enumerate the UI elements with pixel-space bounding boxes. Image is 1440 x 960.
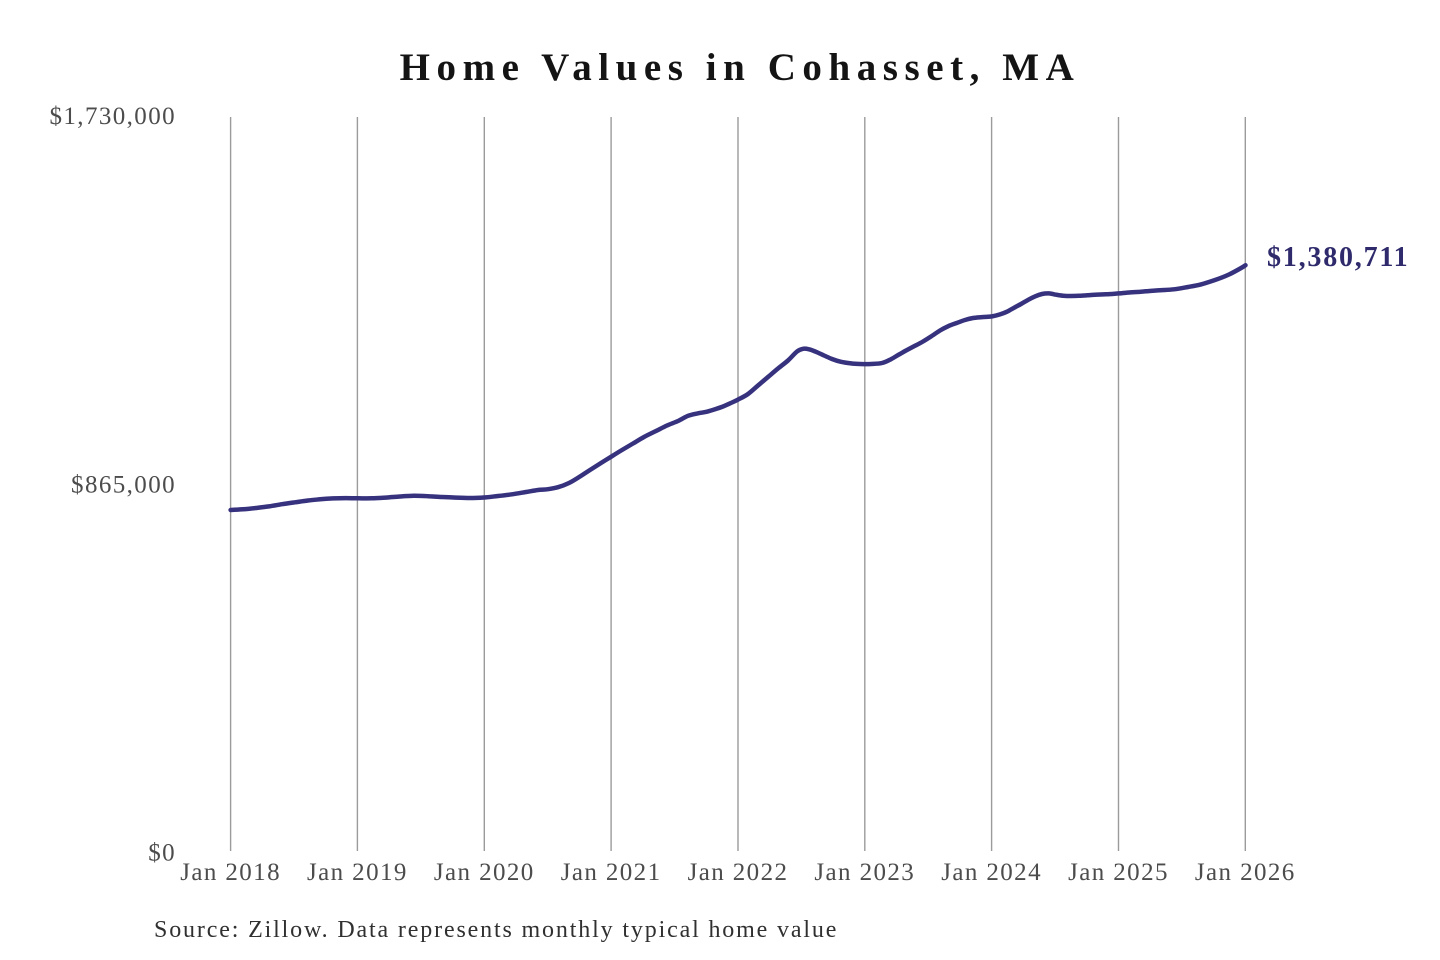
svg-text:$865,000: $865,000	[71, 472, 176, 499]
svg-text:Jan 2021: Jan 2021	[561, 859, 662, 886]
svg-text:Jan 2026: Jan 2026	[1195, 859, 1296, 886]
svg-text:Jan 2019: Jan 2019	[307, 859, 408, 886]
svg-text:Jan 2022: Jan 2022	[688, 859, 789, 886]
svg-text:Jan 2024: Jan 2024	[941, 859, 1042, 886]
svg-text:Home Values in Cohasset, MA: Home Values in Cohasset, MA	[400, 46, 1081, 89]
svg-text:$1,380,711: $1,380,711	[1267, 242, 1409, 273]
svg-text:Jan 2018: Jan 2018	[180, 859, 281, 886]
svg-text:Jan 2020: Jan 2020	[434, 859, 535, 886]
svg-text:$1,730,000: $1,730,000	[50, 103, 177, 130]
svg-text:Jan 2023: Jan 2023	[814, 859, 915, 886]
svg-text:Source: Zillow. Data represent: Source: Zillow. Data represents monthly …	[154, 917, 838, 943]
svg-text:$0: $0	[148, 840, 176, 867]
svg-text:Jan 2025: Jan 2025	[1068, 859, 1169, 886]
